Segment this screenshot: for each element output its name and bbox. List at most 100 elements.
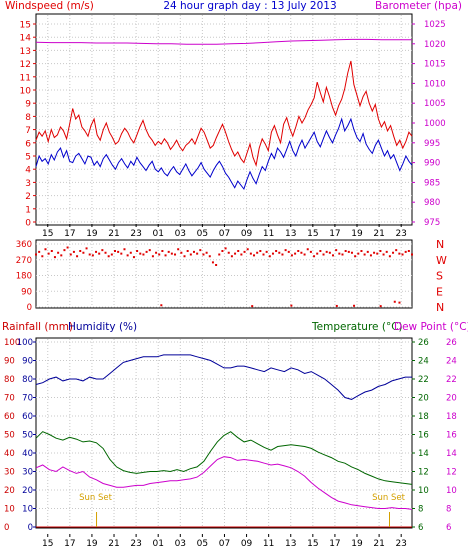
direction-point xyxy=(287,250,290,253)
direction-point xyxy=(164,254,167,257)
direction-point xyxy=(57,251,60,254)
direction-point xyxy=(360,250,363,252)
wind-left-label-2: 2 xyxy=(25,192,31,202)
temperature-tick-labels: 6 8 10 12 14 16 18 20 22 24 26 xyxy=(412,338,429,533)
temp-label-5: 16 xyxy=(418,431,429,441)
wind-left-label-6: 6 xyxy=(25,139,31,149)
dewpoint-tick-labels: 6 8 10 12 14 16 18 20 22 24 26 xyxy=(446,338,457,533)
temp-label-4: 14 xyxy=(418,449,429,459)
direction-point xyxy=(401,253,404,256)
time-label-2: 19 xyxy=(86,229,98,239)
dir-compass-3: W xyxy=(436,254,447,267)
time-label-7: 05 xyxy=(197,229,208,239)
direction-point xyxy=(224,247,227,250)
direction-point xyxy=(72,250,75,253)
wind-left-label-15: 15 xyxy=(20,21,31,31)
dew-label-3: 12 xyxy=(446,468,457,478)
direction-point xyxy=(183,255,186,258)
direction-point xyxy=(186,250,189,252)
temp-label-6: 18 xyxy=(418,412,429,422)
humidity-label-8: 80 xyxy=(22,375,33,385)
graph-title: 24 hour graph day : 13 July 2013 xyxy=(163,0,336,12)
direction-point xyxy=(91,254,94,257)
time-label-4: 23 xyxy=(130,539,141,549)
direction-point xyxy=(379,250,382,252)
time-label-15: 21 xyxy=(373,539,384,549)
direction-point xyxy=(275,250,278,252)
direction-point xyxy=(249,252,252,255)
direction-point xyxy=(313,255,316,258)
time-label-12: 15 xyxy=(307,229,318,239)
direction-point xyxy=(132,256,135,259)
wind-left-label-1: 1 xyxy=(25,205,31,215)
direction-point xyxy=(243,250,246,253)
wind-series xyxy=(35,38,413,191)
direction-point xyxy=(373,251,376,254)
direction-point xyxy=(85,247,88,250)
baro-label-0: 975 xyxy=(424,218,440,228)
direction-point xyxy=(335,249,338,252)
wind-left-label-12: 12 xyxy=(20,60,31,70)
direction-point-low xyxy=(398,301,401,304)
direction-point xyxy=(344,250,347,252)
time-label-1: 17 xyxy=(64,539,75,549)
direction-point xyxy=(82,251,85,254)
direction-point xyxy=(354,255,357,258)
climate-panel-frame xyxy=(35,337,413,529)
rain-label-5: 50 xyxy=(4,431,15,441)
direction-point xyxy=(271,252,274,255)
dew-label-4: 14 xyxy=(446,449,457,459)
direction-point xyxy=(174,253,177,256)
dew-label-6: 18 xyxy=(446,412,457,422)
direction-point xyxy=(357,252,360,255)
direction-point xyxy=(303,253,306,256)
direction-point xyxy=(170,252,173,255)
time-label-12: 15 xyxy=(307,539,318,549)
dir-compass-4: N xyxy=(436,238,444,251)
direction-point xyxy=(123,248,126,251)
direction-point xyxy=(120,252,123,255)
direction-point xyxy=(306,248,309,251)
direction-grid xyxy=(36,241,412,308)
direction-point xyxy=(145,250,148,253)
direction-point-low xyxy=(335,304,338,307)
temp-label-0: 6 xyxy=(418,523,423,533)
direction-point xyxy=(392,251,395,254)
temp-label-3: 12 xyxy=(418,468,429,478)
rain-label-8: 80 xyxy=(4,375,15,385)
direction-point xyxy=(139,252,142,255)
time-label-13: 17 xyxy=(329,229,340,239)
direction-point xyxy=(221,250,224,252)
direction-point xyxy=(113,250,116,252)
rain-label-3: 30 xyxy=(4,468,15,478)
time-label-0: 15 xyxy=(42,539,53,549)
direction-point-low xyxy=(160,304,163,307)
direction-point xyxy=(369,254,372,257)
time-label-8: 07 xyxy=(219,539,230,549)
time-label-2: 19 xyxy=(86,539,98,549)
rain-label-2: 20 xyxy=(4,486,15,496)
direction-point xyxy=(227,251,230,254)
dew-label-5: 16 xyxy=(446,431,457,441)
time-label-14: 19 xyxy=(351,229,363,239)
baro-label-6: 1005 xyxy=(424,99,446,109)
direction-point xyxy=(199,249,202,252)
rainfall-tick-labels: 0 10 20 30 40 50 60 70 80 90 100 xyxy=(4,338,20,533)
direction-point xyxy=(290,254,293,257)
temperature-axis-title: Temperature (°C) xyxy=(311,321,403,333)
direction-point xyxy=(117,250,120,253)
dir-compass-0: N xyxy=(436,301,444,314)
direction-point-low xyxy=(353,304,356,307)
direction-panel-frame xyxy=(35,239,413,309)
direction-point-low xyxy=(251,305,254,308)
direction-point xyxy=(388,255,391,258)
rain-label-9: 90 xyxy=(4,357,15,367)
time-label-15: 21 xyxy=(373,229,384,239)
climate-time-labels: 15 17 19 21 23 01 03 05 07 09 11 13 15 17 19 21 23 xyxy=(42,534,407,549)
direction-point xyxy=(218,253,221,256)
direction-point xyxy=(88,253,91,256)
direction-point xyxy=(278,251,281,254)
direction-point xyxy=(309,250,312,253)
humidity-line xyxy=(35,354,412,400)
